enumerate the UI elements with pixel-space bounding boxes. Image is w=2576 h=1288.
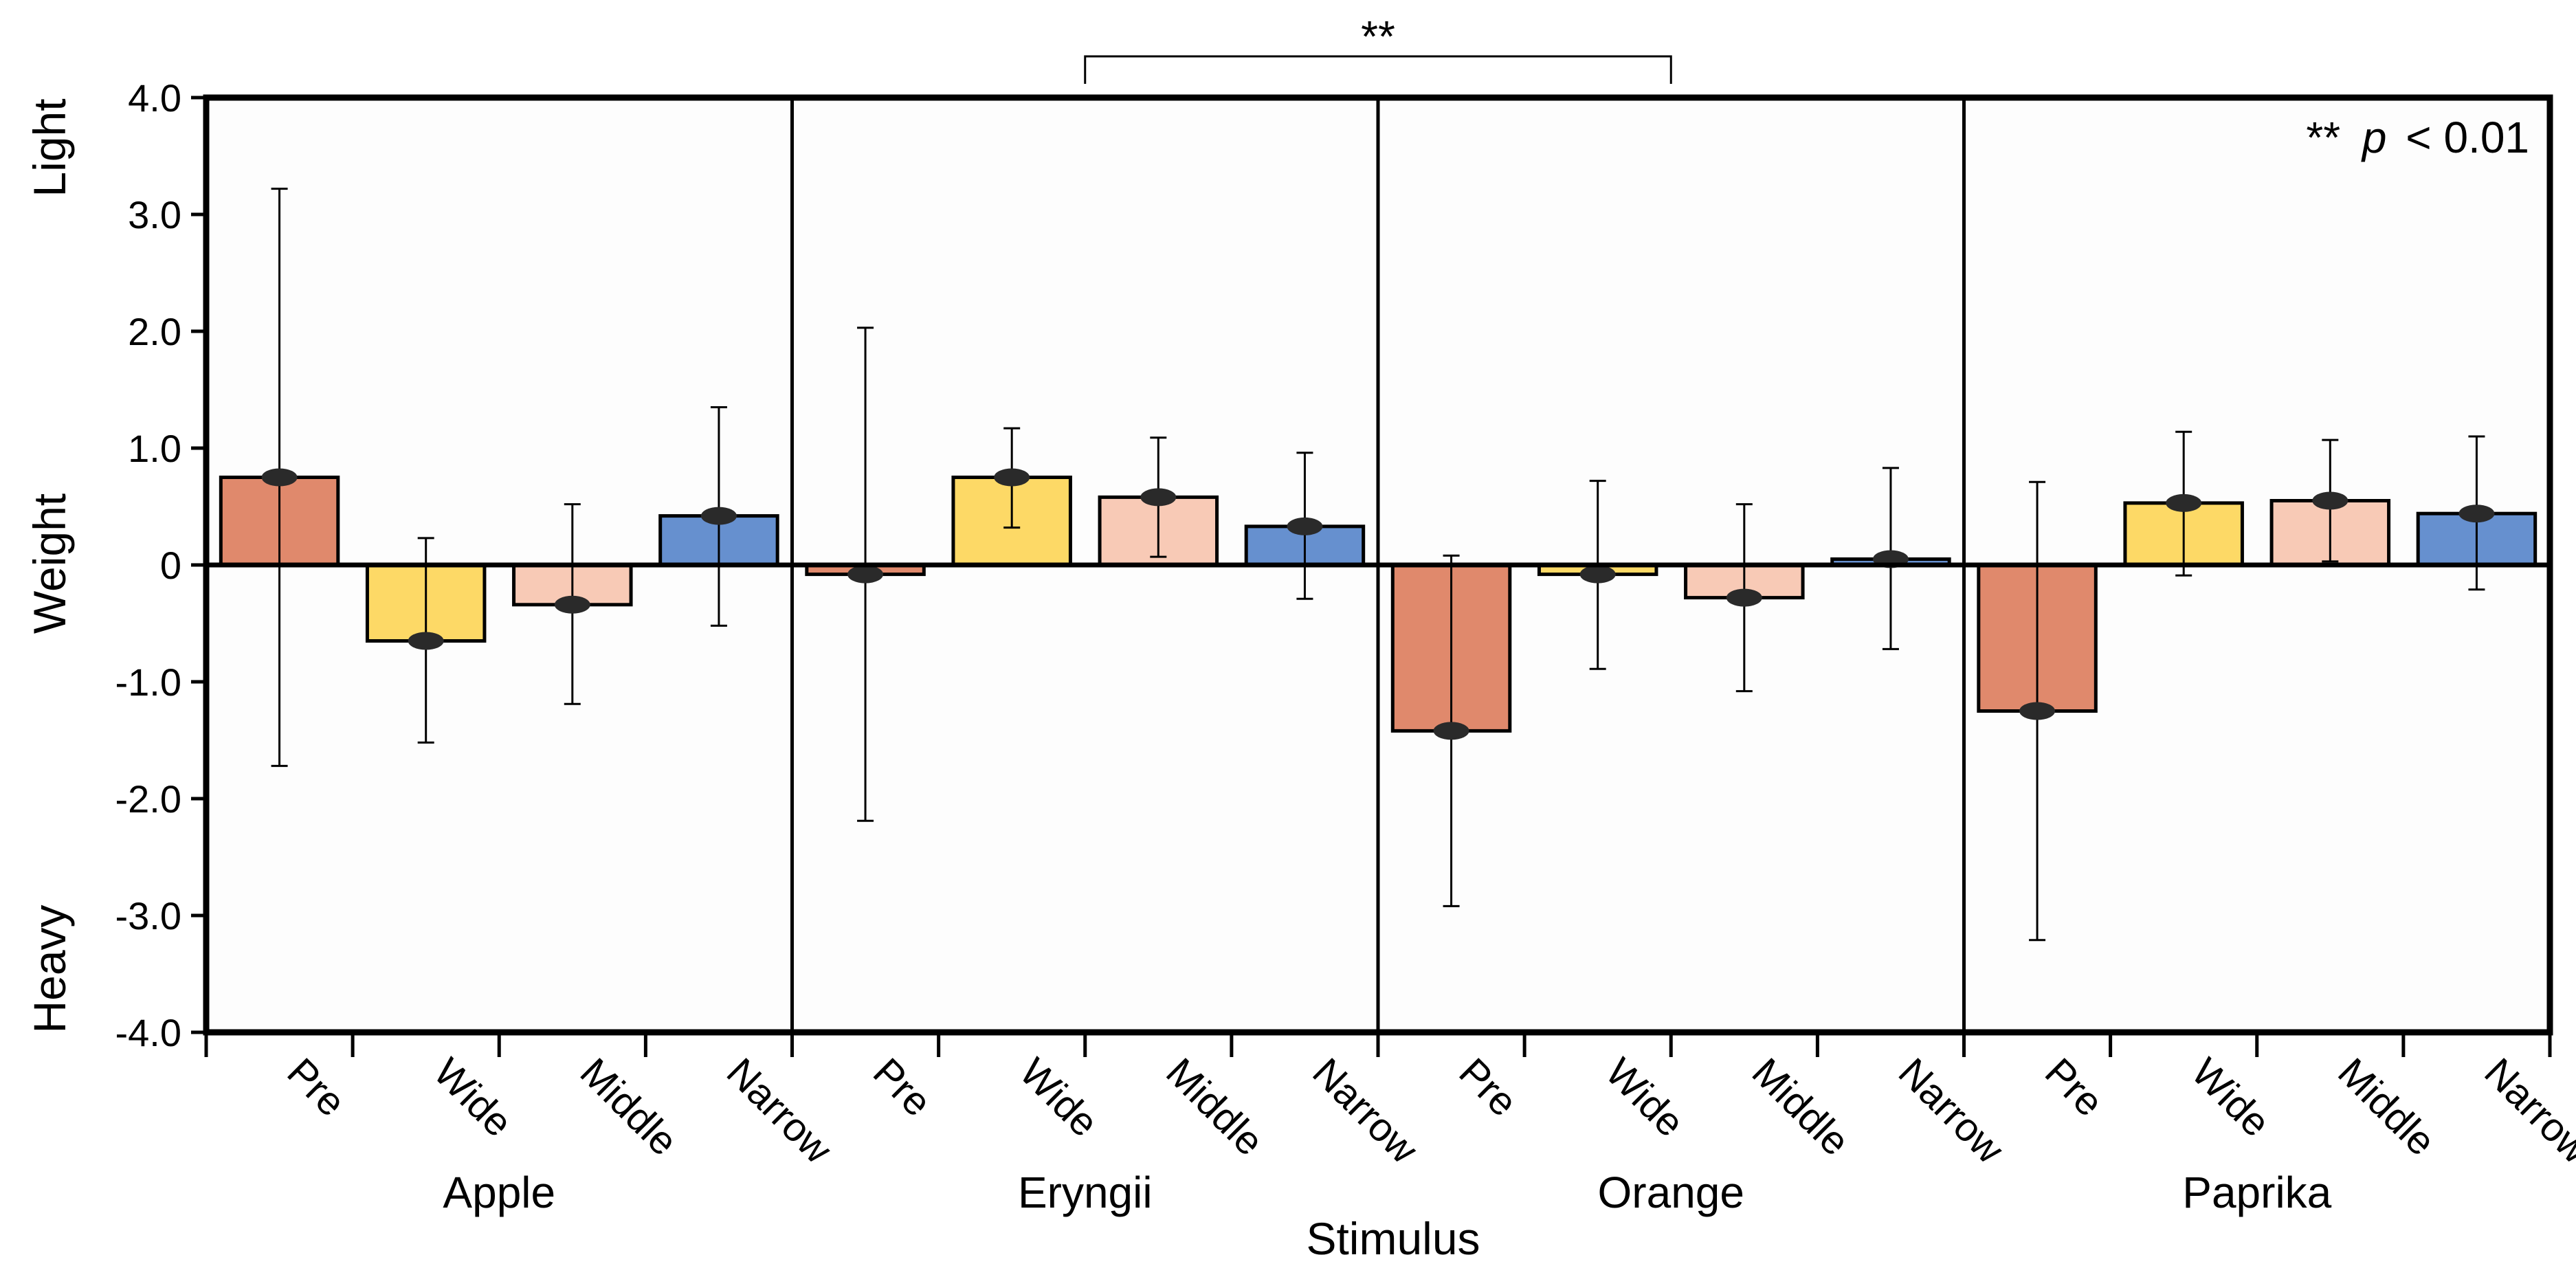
y-tick-label: -1.0 <box>115 660 182 704</box>
error-bars-layer <box>261 188 2495 942</box>
x-category-label: Pre <box>278 1050 354 1125</box>
x-category-label: Narrow <box>2476 1050 2576 1173</box>
y-tick-label: -3.0 <box>115 894 182 937</box>
group-label: Orange <box>1598 1168 1744 1217</box>
mean-marker <box>1140 488 1177 507</box>
y-tick-label: 0 <box>160 544 181 587</box>
y-tick-label: 4.0 <box>128 76 181 120</box>
group-label: Apple <box>443 1168 555 1217</box>
significance-legend-p: p <box>2361 113 2387 162</box>
x-category-label: Pre <box>2036 1050 2112 1125</box>
x-axis-title: Stimulus <box>1306 1213 1480 1264</box>
mean-marker <box>700 507 737 525</box>
y-tick-label: -4.0 <box>115 1011 182 1054</box>
significance-legend-stars: ** <box>2306 113 2340 162</box>
x-category-label: Middle <box>572 1050 687 1164</box>
axes-layer <box>191 55 2552 1057</box>
x-category-label: Narrow <box>1304 1050 1427 1173</box>
y-tick-label: -2.0 <box>115 777 182 821</box>
x-category-label: Wide <box>425 1050 520 1145</box>
significance-bracket <box>1084 55 1672 84</box>
x-category-label: Middle <box>1744 1050 1858 1164</box>
mean-marker <box>408 632 444 650</box>
mean-marker <box>2458 504 2495 523</box>
x-category-label: Wide <box>2183 1050 2278 1145</box>
mean-marker <box>261 468 298 487</box>
mean-marker <box>554 595 590 614</box>
mean-marker <box>2019 702 2056 720</box>
mean-marker <box>1726 588 1762 607</box>
x-category-label: Narrow <box>1890 1050 2013 1173</box>
x-category-label: Pre <box>1450 1050 1526 1125</box>
x-category-label: Pre <box>865 1050 940 1125</box>
mean-marker <box>2312 491 2349 510</box>
y-tick-label: 2.0 <box>128 310 181 353</box>
x-category-label: Middle <box>1157 1050 1272 1164</box>
x-category-label: Middle <box>2329 1050 2444 1164</box>
significance-legend-threshold: < 0.01 <box>2406 113 2529 162</box>
x-category-label: Narrow <box>718 1050 841 1173</box>
y-tick-label: 3.0 <box>128 193 181 236</box>
group-label: Eryngii <box>1018 1168 1153 1217</box>
mean-marker <box>994 468 1030 487</box>
mean-marker <box>1433 722 1469 740</box>
mean-marker <box>847 565 884 584</box>
x-category-label: Wide <box>1597 1050 1692 1145</box>
mean-marker <box>1287 517 1323 535</box>
y-axis-light-label: Light <box>24 98 75 197</box>
mean-marker <box>2166 493 2202 512</box>
mean-marker <box>1579 565 1616 584</box>
significance-stars: ** <box>1361 12 1395 61</box>
y-axis-title: Weight <box>24 493 75 634</box>
group-label: Paprika <box>2182 1168 2331 1217</box>
y-tick-label: 1.0 <box>128 427 181 470</box>
significance-legend: ** p < 0.01 <box>2306 113 2529 162</box>
x-category-label: Wide <box>1011 1050 1107 1145</box>
y-axis-heavy-label: Heavy <box>24 904 75 1033</box>
